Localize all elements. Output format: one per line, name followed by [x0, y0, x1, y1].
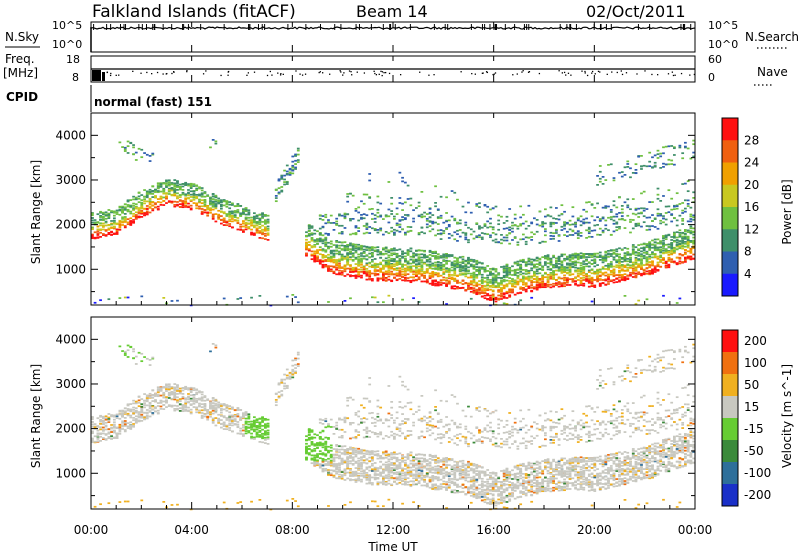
colorbar-tick: 200 — [744, 334, 767, 348]
y-tick-label: 4000 — [55, 128, 86, 142]
colorbar-swatch — [722, 140, 738, 163]
x-axis-label: Time UT — [367, 540, 418, 554]
freq-top-tick: 18 — [66, 53, 80, 66]
cpid-text: normal (fast) 151 — [94, 95, 212, 109]
colorbar-swatch — [722, 184, 738, 208]
colorbar-tick: 100 — [744, 356, 767, 370]
nsearch-top-tick: 10^5 — [708, 19, 738, 32]
colorbar-tick: 20 — [744, 178, 759, 192]
power-y-label: Slant Range [km] — [29, 160, 43, 264]
colorbar-swatch — [722, 330, 738, 353]
colorbar-swatch — [722, 484, 738, 507]
colorbar-swatch — [722, 418, 738, 441]
y-tick-label: 2000 — [55, 422, 86, 436]
y-tick-label: 4000 — [55, 332, 86, 346]
power-y-axis: 1000 2000 3000 4000 — [55, 112, 695, 293]
colorbar-swatch — [722, 273, 738, 297]
nsearch-label: N.Search — [745, 30, 799, 44]
freq-unit-label: [MHz] — [3, 66, 38, 80]
x-tick-label: 12:00 — [376, 523, 411, 537]
colorbar-tick: -50 — [744, 444, 764, 458]
colorbar-tick: 12 — [744, 222, 759, 236]
colorbar-swatch — [722, 229, 738, 252]
y-tick-label: 1000 — [55, 466, 86, 480]
colorbar-tick: 24 — [744, 156, 759, 170]
y-tick-label: 3000 — [55, 173, 86, 187]
velocity-panel — [91, 343, 696, 511]
nsearch-bottom-tick: 10^0 — [708, 38, 738, 51]
colorbar-tick: 4 — [744, 267, 752, 281]
x-tick-label: 20:00 — [577, 523, 612, 537]
y-tick-label: 1000 — [55, 262, 86, 276]
colorbar-swatch — [722, 396, 738, 419]
cpid-label: CPID — [6, 90, 38, 104]
colorbar-swatch — [722, 352, 738, 375]
time-x-axis: 00:00 04:00 08:00 12:00 16:00 20:00 00:00 — [74, 22, 713, 537]
power-colorbar: 4 8 12 16 20 24 28 — [721, 117, 759, 297]
colorbar-tick: 15 — [744, 400, 759, 414]
x-tick-label: 00:00 — [678, 523, 713, 537]
beam-label: Beam 14 — [356, 2, 428, 21]
x-tick-label: 04:00 — [174, 523, 209, 537]
station-title: Falkland Islands (fitACF) — [92, 2, 296, 22]
nave-bottom-tick: 0 — [708, 71, 715, 84]
colorbar-swatch — [722, 462, 738, 485]
colorbar-tick: 16 — [744, 200, 759, 214]
colorbar-tick: 8 — [744, 245, 752, 259]
x-tick-label: 16:00 — [476, 523, 511, 537]
colorbar-swatch — [722, 162, 738, 186]
nave-top-tick: 60 — [708, 53, 722, 66]
colorbar-swatch — [722, 207, 738, 230]
colorbar-swatch — [722, 440, 738, 463]
power-colorbar-label: Power [dB] — [780, 179, 794, 244]
y-tick-label: 2000 — [55, 218, 86, 232]
nsky-top-tick: 10^5 — [52, 19, 82, 32]
nsky-trace — [90, 24, 696, 52]
freq-trace — [91, 68, 696, 81]
date-label: 02/Oct/2011 — [586, 2, 686, 21]
nsky-bottom-tick: 10^0 — [52, 38, 82, 51]
colorbar-tick: -200 — [744, 488, 771, 502]
velocity-colorbar-label: Velocity [m s^-1] — [780, 364, 794, 468]
colorbar-swatch — [722, 118, 738, 141]
colorbar-tick: 28 — [744, 133, 759, 147]
freq-bottom-tick: 8 — [72, 71, 79, 84]
colorbar-swatch — [722, 374, 738, 397]
colorbar-tick: 50 — [744, 378, 759, 392]
velocity-y-label: Slant Range [km] — [29, 364, 43, 468]
x-tick-label: 00:00 — [74, 523, 109, 537]
nave-label: Nave — [757, 65, 788, 79]
colorbar-swatch — [722, 251, 738, 275]
colorbar-tick: -100 — [744, 466, 771, 480]
nsky-label: N.Sky — [5, 30, 39, 44]
power-panel — [91, 139, 696, 307]
velocity-colorbar: 200 100 50 15 -15 -50 -100 -200 — [721, 329, 771, 507]
velocity-y-axis: 1000 2000 3000 4000 — [55, 316, 695, 497]
colorbar-tick: -15 — [744, 422, 764, 436]
y-tick-label: 3000 — [55, 377, 86, 391]
x-tick-label: 08:00 — [275, 523, 310, 537]
freq-label: Freq. — [5, 52, 35, 66]
